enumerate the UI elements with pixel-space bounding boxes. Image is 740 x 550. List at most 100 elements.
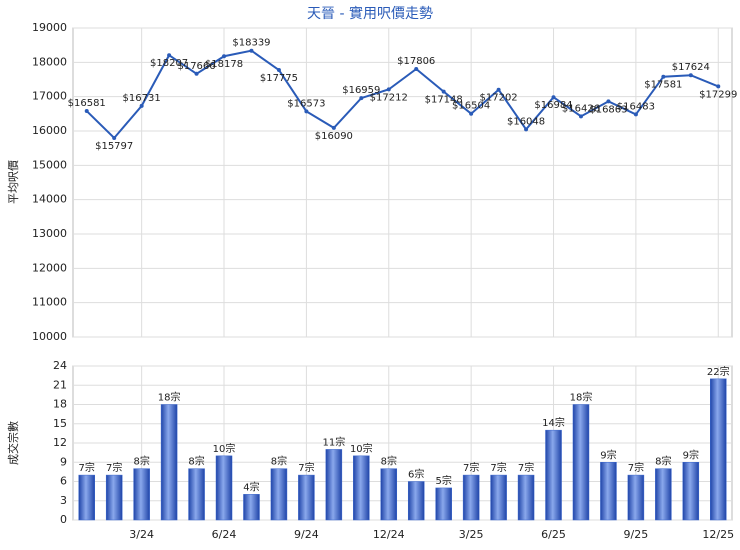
bar (353, 455, 370, 521)
x-tick-label: 12/24 (373, 528, 405, 541)
data-label: 7宗 (490, 461, 506, 474)
point (496, 87, 501, 92)
point (633, 112, 638, 117)
bar (270, 468, 288, 521)
plot-frame (72, 27, 733, 338)
data-label: 18宗 (158, 391, 181, 404)
y-tick-label: 18 (53, 398, 67, 411)
bar (627, 474, 645, 521)
bar (572, 404, 590, 521)
y-tick-label: 15 (53, 417, 67, 430)
bar (105, 474, 123, 521)
data-label: 8宗 (271, 455, 287, 468)
point (276, 68, 281, 73)
y-tick-label: 18000 (32, 55, 67, 68)
point (331, 125, 336, 130)
data-label: 9宗 (683, 448, 699, 461)
point (139, 103, 144, 108)
bar (710, 378, 727, 521)
bar (682, 462, 700, 521)
line (86, 49, 719, 140)
bar (243, 494, 260, 521)
data-label: $17624 (672, 62, 710, 73)
data-label: $16731 (123, 93, 161, 104)
data-label: $17775 (260, 73, 298, 84)
data-label: $18178 (205, 59, 243, 70)
y-tick-label: 19000 (32, 21, 67, 34)
data-label: 7宗 (298, 461, 314, 474)
point (304, 109, 309, 114)
data-label: $16090 (315, 131, 353, 142)
x-tick-label: 3/25 (459, 528, 484, 541)
y-tick-label: 0 (60, 513, 67, 526)
y-tick-label: 15000 (32, 158, 67, 171)
chart-title: 天晉 - 實用呎價走勢 (307, 5, 433, 22)
data-label: 8宗 (133, 455, 149, 468)
x-tick-label: 6/24 (212, 528, 237, 541)
y-tick-label: 12 (53, 436, 67, 449)
data-label: $18207 (150, 58, 188, 69)
bar (325, 449, 343, 521)
point (441, 89, 446, 94)
data-label: $16863 (589, 104, 627, 115)
bar (298, 474, 315, 521)
data-label: $17806 (397, 56, 435, 67)
data-label: $16426 (562, 103, 600, 114)
y-tick-label: 9 (60, 455, 67, 468)
point (167, 53, 172, 58)
point (716, 84, 721, 89)
data-label: $17581 (644, 80, 682, 91)
data-label: 7宗 (106, 461, 122, 474)
data-label: 7宗 (628, 461, 644, 474)
bar (188, 468, 205, 521)
bar (655, 468, 672, 521)
y-tick-label: 10000 (32, 330, 67, 343)
x-tick-label: 9/25 (624, 528, 649, 541)
point (469, 111, 474, 116)
data-label: $17212 (370, 92, 408, 103)
point (688, 73, 693, 78)
data-label: 8宗 (655, 455, 671, 468)
data-label: $15797 (95, 141, 133, 152)
x-tick-label: 3/24 (129, 528, 154, 541)
bar (215, 455, 233, 521)
y-tick-label: 6 (60, 475, 67, 488)
y-tick-label: 3 (60, 494, 67, 507)
bar (407, 481, 425, 521)
data-label: $16959 (342, 85, 380, 96)
data-label: $17202 (480, 93, 518, 104)
data-label: $16984 (534, 100, 572, 111)
data-label: $16483 (617, 101, 655, 112)
point (386, 87, 391, 92)
point (524, 127, 529, 132)
bar (78, 474, 95, 521)
data-label: 5宗 (436, 474, 452, 487)
data-label: $16048 (507, 116, 545, 127)
data-label: $16573 (287, 98, 325, 109)
bar (462, 474, 480, 521)
y-axis-label: 平均呎價 (6, 160, 20, 204)
point (249, 48, 254, 53)
bar (435, 487, 452, 521)
y-tick-label: 16000 (32, 124, 67, 137)
point (606, 99, 611, 104)
point (578, 114, 583, 119)
data-label: $16581 (68, 98, 106, 109)
point (194, 71, 199, 76)
data-label: 10宗 (350, 442, 373, 455)
bar (133, 468, 150, 521)
data-label: $18339 (232, 38, 270, 49)
y-tick-label: 21 (53, 378, 67, 391)
y-tick-label: 11000 (32, 296, 67, 309)
bar (517, 474, 535, 521)
bar (380, 468, 398, 521)
point (112, 135, 117, 140)
bar (545, 429, 562, 521)
y-tick-label: 17000 (32, 90, 67, 103)
x-tick-label: 9/24 (294, 528, 319, 541)
data-label: 18宗 (570, 391, 593, 404)
data-label: 22宗 (707, 365, 730, 378)
point (551, 95, 556, 100)
